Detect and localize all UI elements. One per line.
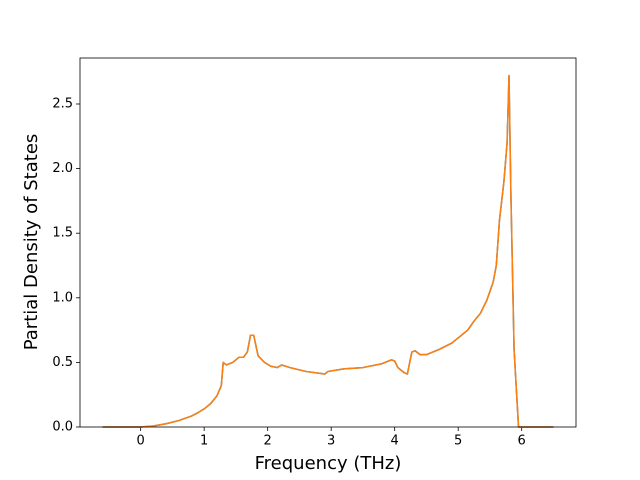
- y-tick-label: 2.5: [52, 96, 73, 111]
- x-tick-label: 4: [391, 434, 399, 449]
- x-tick-label: 3: [327, 434, 335, 449]
- x-axis-label: Frequency (THz): [255, 453, 402, 474]
- series-line: [102, 74, 554, 428]
- x-tick-label: 6: [518, 434, 526, 449]
- y-axis-label: Partial Density of States: [21, 134, 42, 351]
- x-tick-label: 5: [454, 434, 462, 449]
- y-tick-label: 1.5: [52, 226, 73, 241]
- y-tick-label: 2.0: [52, 161, 73, 176]
- y-tick-label: 0.0: [52, 420, 73, 435]
- y-tick-label: 0.5: [52, 355, 73, 370]
- y-tick-label: 1.0: [52, 290, 73, 305]
- x-tick-label: 2: [264, 434, 272, 449]
- plot-frame: [79, 57, 577, 428]
- x-tick-label: 0: [137, 434, 145, 449]
- x-tick-label: 1: [200, 434, 208, 449]
